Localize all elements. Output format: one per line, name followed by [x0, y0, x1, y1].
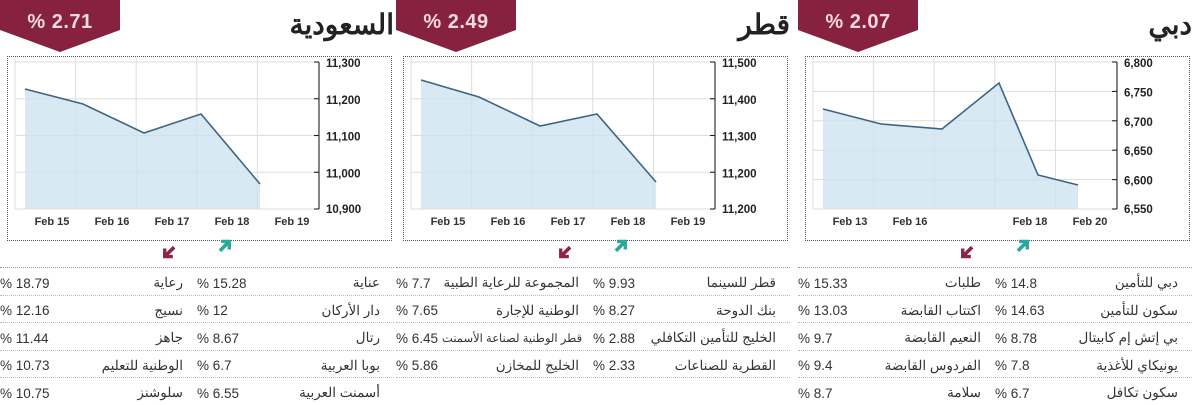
svg-text:11,500: 11,500: [722, 58, 757, 70]
svg-text:11,000: 11,000: [326, 168, 361, 180]
svg-text:11,100: 11,100: [326, 132, 361, 144]
svg-text:11,400: 11,400: [722, 95, 757, 107]
svg-text:6,800: 6,800: [1124, 58, 1153, 70]
svg-text:11,200: 11,200: [722, 168, 757, 180]
svg-text:6,750: 6,750: [1124, 87, 1153, 99]
svg-text:6,600: 6,600: [1124, 176, 1153, 188]
svg-text:11,300: 11,300: [722, 132, 757, 144]
svg-text:11,300: 11,300: [326, 58, 361, 70]
svg-text:11,200: 11,200: [326, 95, 361, 107]
svg-text:10,900: 10,900: [326, 204, 361, 216]
svg-text:11,200: 11,200: [722, 204, 757, 216]
svg-text:6,550: 6,550: [1124, 204, 1153, 216]
svg-text:6,700: 6,700: [1124, 117, 1153, 129]
svg-text:6,650: 6,650: [1124, 146, 1153, 158]
